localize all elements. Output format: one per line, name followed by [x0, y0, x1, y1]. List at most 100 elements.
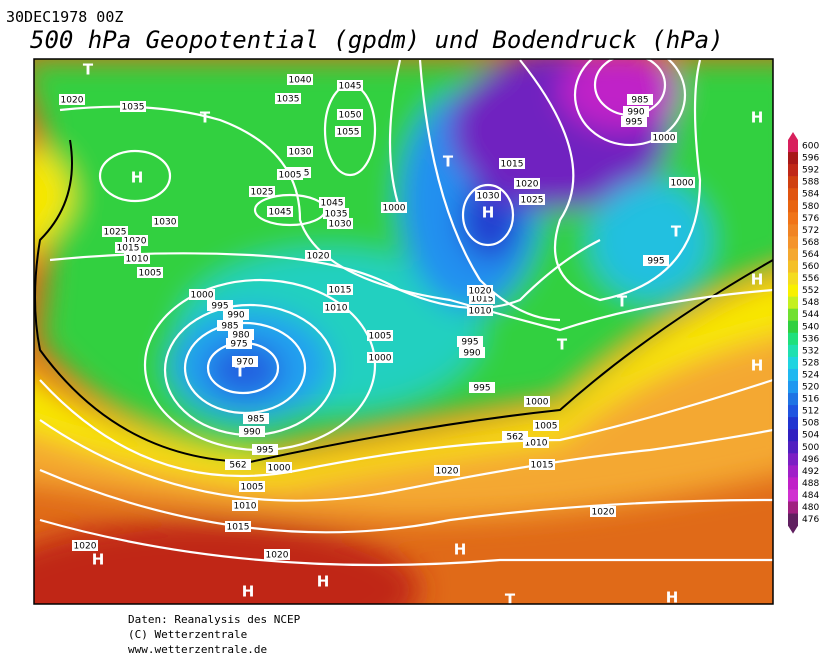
isobar-label-bg — [228, 329, 254, 340]
isobar-label: 1005 — [535, 422, 558, 432]
colorbar-label: 504 — [802, 431, 819, 441]
footer-line: (C) Wetterzentrale — [128, 628, 247, 641]
isobar-label-bg — [621, 116, 647, 127]
pressure-system: T — [235, 363, 246, 381]
isobar-label: 1000 — [526, 398, 549, 408]
isobar-label: 995 — [625, 118, 642, 128]
isobar-label-bg — [122, 235, 148, 246]
isobar-label-bg — [514, 178, 540, 189]
isobar-label: 1015 — [501, 160, 524, 170]
colorbar-label: 576 — [802, 214, 819, 224]
isobar-label-bg — [327, 218, 353, 229]
isobar-label: 1055 — [337, 128, 360, 138]
isobar-label-bg — [434, 465, 460, 476]
isobar-label-bg — [152, 216, 178, 227]
colorbar-swatch — [788, 320, 798, 334]
isobar-label-bg — [523, 437, 549, 448]
colorbar-cap — [788, 525, 798, 534]
pressure-system: T — [200, 109, 211, 127]
isobar-label: 1020 — [74, 542, 97, 552]
isobar-label-bg — [249, 186, 275, 197]
colorbar-label: 544 — [802, 310, 819, 320]
isobar-label: 1045 — [339, 82, 362, 92]
isobar-label-bg — [226, 338, 252, 349]
colorbar-swatch — [788, 236, 798, 249]
colorbar-swatch — [788, 477, 798, 490]
colorbar-swatch — [788, 405, 798, 418]
colorbar-swatch — [788, 284, 798, 298]
colorbar-swatch — [788, 501, 798, 515]
colorbar-swatch — [788, 344, 798, 358]
isobar-label: 1010 — [469, 307, 492, 317]
isobar-label: 1030 — [329, 220, 352, 230]
isobar-label: 980 — [232, 331, 249, 341]
isobar-label-bg — [102, 226, 128, 237]
colorbar-swatch — [788, 429, 798, 442]
isobar-label-bg — [669, 177, 695, 188]
isobar-label-bg — [337, 109, 363, 120]
colorbar: 600 596 592 588 584 580 576 572 568 564 560 556 552 5… — [788, 132, 819, 534]
pressure-system: H — [482, 204, 495, 222]
pressure-system: H — [131, 169, 144, 187]
isobar-label-bg — [277, 169, 303, 180]
isobar-label: 1000 — [191, 291, 214, 301]
isobar-label: 995 — [473, 384, 490, 394]
colorbar-label: 520 — [802, 383, 819, 393]
colorbar-label: 580 — [802, 202, 819, 212]
colorbar-label: 568 — [802, 238, 819, 248]
isobar-label: 1005 — [241, 483, 264, 493]
colorbar-swatch — [788, 332, 798, 346]
isobar-label: 970 — [236, 358, 253, 368]
isobar-label-bg — [275, 93, 301, 104]
isobar-label-bg — [319, 197, 345, 208]
isobar-label: 1025 — [521, 196, 544, 206]
isobar-label: 1025 — [251, 188, 274, 198]
colorbar-swatch — [788, 513, 798, 527]
colorbar-swatch — [788, 164, 798, 177]
colorbar-swatch — [788, 489, 798, 502]
isobar-label-bg — [243, 413, 269, 424]
isobar-label: 1015 — [117, 244, 140, 254]
pressure-system: H — [242, 583, 255, 601]
isobar-label-bg — [252, 444, 278, 455]
isobar-label: 985 — [221, 322, 238, 332]
isobar-label-bg — [519, 194, 545, 205]
isobar-label-bg — [232, 500, 258, 511]
isobar-label-bg — [223, 309, 249, 320]
colorbar-label: 560 — [802, 262, 819, 272]
isobar-label-bg — [529, 459, 555, 470]
colorbar-label: 536 — [802, 334, 819, 344]
isobar-label: 1020 — [61, 96, 84, 106]
isobar-label: 995 — [461, 338, 478, 348]
isobar-label-bg — [524, 396, 550, 407]
isobar-label: 995 — [211, 302, 228, 312]
isobar-label-bg — [287, 146, 313, 157]
isobar-label-bg — [590, 506, 616, 517]
colorbar-label: 508 — [802, 419, 819, 429]
isobar-label-bg — [305, 250, 331, 261]
isobar-label: 1035 — [277, 95, 300, 105]
colorbar-swatch — [788, 296, 798, 310]
map-frame — [33, 58, 774, 605]
isobar-label-bg — [502, 431, 528, 442]
isobar-label-bg — [267, 206, 293, 217]
pressure-system: T — [557, 336, 568, 354]
pressure-system: H — [751, 109, 764, 127]
isobar-label-bg — [335, 126, 361, 137]
colorbar-swatch — [788, 212, 798, 225]
isobar-label-bg — [337, 80, 363, 91]
pressure-system: H — [317, 573, 330, 591]
isobar-label: 1010 — [525, 439, 548, 449]
isobar-label-bg — [137, 267, 163, 278]
isobar-label: 1010 — [234, 502, 257, 512]
colorbar-swatch — [788, 356, 798, 370]
isobar-label: 1020 — [124, 237, 147, 247]
isobar-label-bg — [207, 300, 233, 311]
isobar-label-bg — [627, 94, 653, 105]
colorbar-swatch — [788, 188, 798, 201]
colorbar-swatch — [788, 152, 798, 165]
isobar-label-bg — [217, 320, 243, 331]
colorbar-label: 516 — [802, 395, 819, 405]
colorbar-label: 596 — [802, 154, 819, 164]
colorbar-label: 484 — [802, 491, 819, 501]
